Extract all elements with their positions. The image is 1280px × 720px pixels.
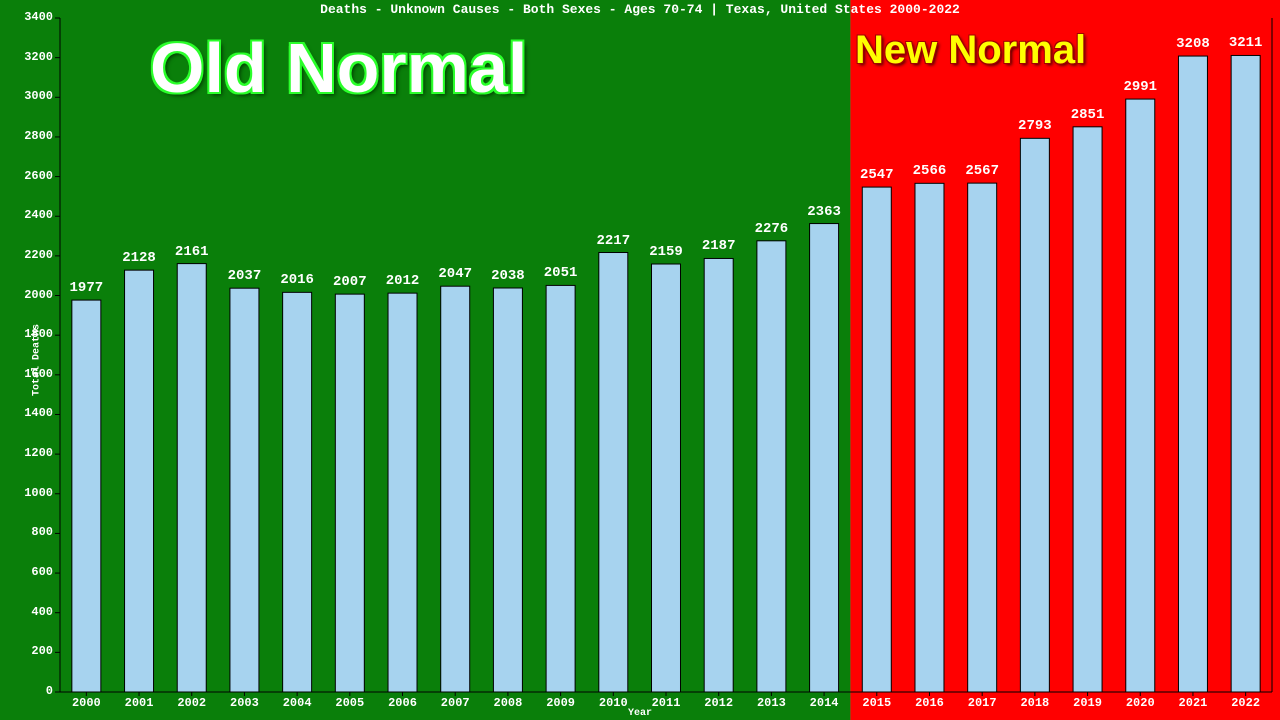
x-tick-label: 2004 (277, 696, 317, 710)
y-tick-label: 2800 (24, 129, 53, 143)
annotation-new-normal: New Normal (855, 28, 1086, 73)
bar-value-label: 2276 (746, 221, 796, 237)
y-tick-label: 3200 (24, 50, 53, 64)
bar (810, 224, 839, 692)
x-tick-label: 2009 (541, 696, 581, 710)
bar-value-label: 2051 (536, 265, 586, 281)
bar (1126, 99, 1155, 692)
bar-value-label: 2793 (1010, 118, 1060, 134)
bar (335, 294, 364, 692)
bar-value-label: 2547 (852, 167, 902, 183)
bar-value-label: 2047 (430, 266, 480, 282)
bar-value-label: 2159 (641, 244, 691, 260)
bar (1020, 138, 1049, 692)
y-tick-label: 600 (31, 565, 53, 579)
x-tick-label: 2020 (1120, 696, 1160, 710)
x-tick-label: 2005 (330, 696, 370, 710)
x-tick-label: 2018 (1015, 696, 1055, 710)
bar-value-label: 2007 (325, 274, 375, 290)
y-tick-label: 2400 (24, 208, 53, 222)
y-tick-label: 1400 (24, 406, 53, 420)
x-tick-label: 2016 (909, 696, 949, 710)
y-tick-label: 2200 (24, 248, 53, 262)
bar-value-label: 2161 (167, 244, 217, 260)
bar-value-label: 2038 (483, 268, 533, 284)
bar-value-label: 3211 (1221, 35, 1271, 51)
bar-value-label: 2037 (219, 268, 269, 284)
bar (1178, 56, 1207, 692)
x-tick-label: 2017 (962, 696, 1002, 710)
x-tick-label: 2012 (699, 696, 739, 710)
bar-value-label: 2851 (1063, 107, 1113, 123)
bar (230, 288, 259, 692)
y-tick-label: 400 (31, 605, 53, 619)
chart-container: Deaths - Unknown Causes - Both Sexes - A… (0, 0, 1280, 720)
bar (862, 187, 891, 692)
bar (283, 292, 312, 692)
bar-value-label: 2567 (957, 163, 1007, 179)
y-tick-label: 2000 (24, 288, 53, 302)
y-tick-label: 0 (46, 684, 53, 698)
x-tick-label: 2011 (646, 696, 686, 710)
x-tick-label: 2001 (119, 696, 159, 710)
bar-value-label: 2012 (378, 273, 428, 289)
chart-title: Deaths - Unknown Causes - Both Sexes - A… (0, 2, 1280, 17)
y-tick-label: 3000 (24, 89, 53, 103)
x-tick-label: 2015 (857, 696, 897, 710)
bar-value-label: 2566 (904, 163, 954, 179)
bar (125, 270, 154, 692)
bar (546, 285, 575, 692)
y-tick-label: 800 (31, 525, 53, 539)
y-tick-label: 3400 (24, 10, 53, 24)
x-tick-label: 2006 (383, 696, 423, 710)
y-tick-label: 1600 (24, 367, 53, 381)
y-tick-label: 200 (31, 644, 53, 658)
bar (652, 264, 681, 692)
x-tick-label: 2010 (593, 696, 633, 710)
bar-value-label: 2128 (114, 250, 164, 266)
bar (177, 264, 206, 692)
bar-value-label: 2991 (1115, 79, 1165, 95)
bar (1231, 55, 1260, 692)
bar-value-label: 1977 (61, 280, 111, 296)
bar-value-label: 2217 (588, 233, 638, 249)
bar (388, 293, 417, 692)
x-tick-label: 2007 (435, 696, 475, 710)
x-tick-label: 2021 (1173, 696, 1213, 710)
x-tick-label: 2019 (1068, 696, 1108, 710)
bar (968, 183, 997, 692)
bar-value-label: 2016 (272, 272, 322, 288)
bar (757, 241, 786, 692)
bar (599, 253, 628, 692)
bar (704, 258, 733, 692)
y-tick-label: 1200 (24, 446, 53, 460)
bar (493, 288, 522, 692)
bar (915, 183, 944, 692)
bar-value-label: 2187 (694, 238, 744, 254)
x-tick-label: 2013 (751, 696, 791, 710)
x-tick-label: 2008 (488, 696, 528, 710)
bar-value-label: 3208 (1168, 36, 1218, 52)
x-tick-label: 2000 (66, 696, 106, 710)
y-tick-label: 1800 (24, 327, 53, 341)
bar (1073, 127, 1102, 692)
x-tick-label: 2002 (172, 696, 212, 710)
x-tick-label: 2022 (1226, 696, 1266, 710)
y-tick-label: 1000 (24, 486, 53, 500)
bar (441, 286, 470, 692)
bar-value-label: 2363 (799, 204, 849, 220)
x-tick-label: 2014 (804, 696, 844, 710)
y-tick-label: 2600 (24, 169, 53, 183)
bar (72, 300, 101, 692)
x-tick-label: 2003 (224, 696, 264, 710)
annotation-old-normal: Old Normal (150, 28, 527, 108)
